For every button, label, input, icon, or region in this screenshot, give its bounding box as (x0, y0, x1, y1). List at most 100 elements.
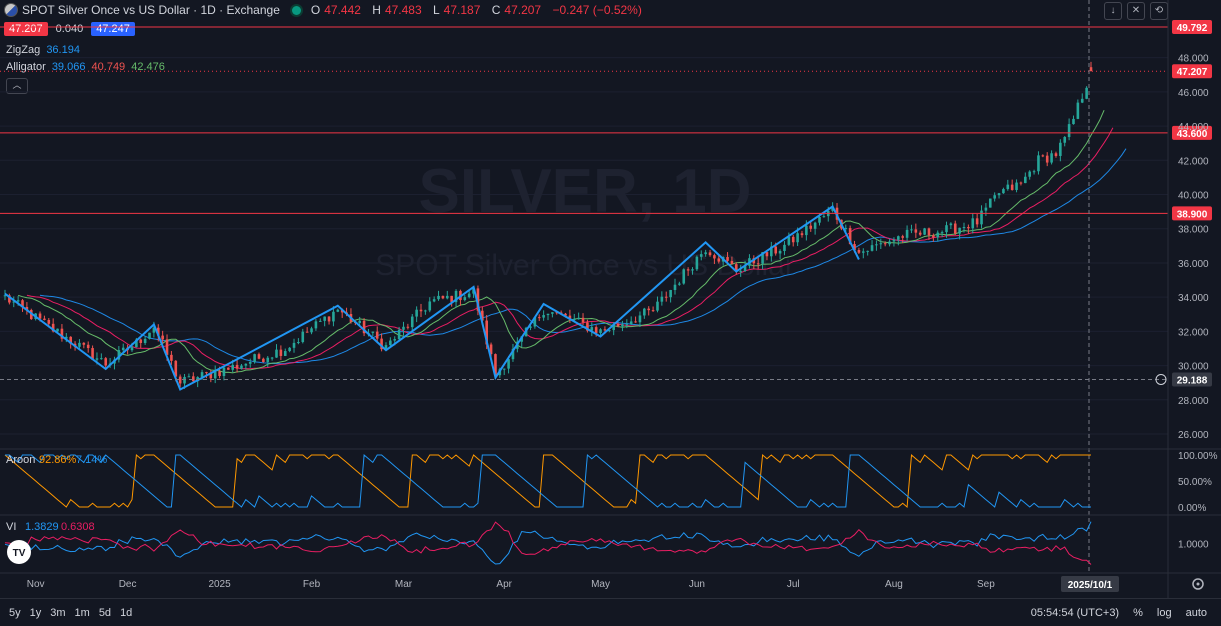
candle (257, 354, 261, 359)
auto-scale-toggle[interactable]: auto (1185, 606, 1207, 619)
symbol-flag-icon (4, 3, 18, 17)
candle (901, 236, 905, 238)
low-label: L (432, 3, 440, 17)
candle (577, 317, 580, 320)
range-1y-button[interactable]: 1y (29, 606, 42, 619)
close-value: 47.207 (504, 3, 542, 17)
vi-name[interactable]: VI (6, 521, 16, 533)
candle (472, 288, 475, 294)
aroon-down-line (5, 453, 1091, 508)
candle (380, 338, 383, 350)
candle (695, 256, 699, 270)
candle (253, 354, 256, 363)
candle (187, 376, 191, 378)
high-label: H (372, 3, 381, 17)
alligator-lips-value: 42.476 (131, 61, 165, 73)
candle (664, 296, 668, 298)
candle (686, 269, 690, 271)
candle (634, 321, 637, 323)
candle (971, 218, 975, 229)
candle (669, 290, 672, 298)
candle (489, 344, 493, 355)
symbol-title[interactable]: SPOT Silver Once vs US Dollar · 1D · Exc… (22, 3, 280, 17)
candle (918, 232, 922, 235)
candle (568, 315, 572, 320)
alligator-legend[interactable]: Alligator 39.066 40.749 42.476 (6, 61, 165, 73)
collapse-legend-button[interactable]: ︿ (6, 78, 28, 94)
y-axis-tick-label: 34.000 (1178, 293, 1209, 304)
candle (310, 328, 313, 333)
range-1m-button[interactable]: 1m (74, 606, 90, 619)
y-axis-tick-label: 36.000 (1178, 259, 1209, 270)
aroon-name[interactable]: Aroon (6, 454, 35, 466)
open-label: O (310, 3, 321, 17)
price-chart[interactable]: SILVER, 1D SPOT Silver Once vs US Dollar… (0, 0, 1221, 598)
range-1d-button[interactable]: 1d (120, 606, 133, 619)
clock-time[interactable]: 05:54:54 (UTC+3) (1030, 606, 1120, 619)
y-axis-tick-label: 32.000 (1178, 327, 1209, 338)
y-axis-tick-label: 28.000 (1178, 396, 1209, 407)
y-axis-tick-label: 48.000 (1178, 54, 1209, 65)
candle (1085, 87, 1088, 99)
candle (988, 198, 992, 208)
candle (218, 371, 221, 377)
candle (870, 245, 874, 251)
candle (292, 342, 296, 348)
candle (65, 336, 68, 339)
candle (8, 295, 11, 303)
candle (656, 301, 659, 311)
alligator-teeth-line (26, 127, 1114, 370)
vi-plus-line (4, 521, 1092, 565)
candle (445, 295, 449, 299)
x-axis-tick-label: Feb (303, 579, 321, 590)
candle (778, 251, 782, 254)
range-3m-button[interactable]: 3m (50, 606, 66, 619)
candle (428, 301, 432, 311)
candle (397, 329, 401, 340)
range-5d-button[interactable]: 5d (98, 606, 112, 619)
percent-scale-toggle[interactable]: % (1133, 606, 1143, 619)
candle (100, 358, 103, 360)
zigzag-legend[interactable]: ZigZag 36.194 (6, 44, 80, 56)
candle (638, 315, 642, 323)
candle (130, 347, 134, 351)
candle (406, 326, 410, 328)
candle (713, 255, 716, 259)
chart-header: SPOT Silver Once vs US Dollar · 1D · Exc… (4, 2, 646, 18)
alligator-lips-line (17, 109, 1105, 374)
range-5y-button[interactable]: 5y (9, 606, 21, 619)
log-scale-toggle[interactable]: log (1156, 606, 1172, 619)
candle (104, 358, 108, 366)
gear-icon[interactable] (1192, 578, 1204, 590)
y-axis-tick-label: 38.000 (1178, 225, 1209, 236)
candle (533, 317, 537, 327)
price-box: 47.207 0.040 47.247 (4, 22, 135, 36)
tradingview-logo[interactable]: TV (7, 540, 31, 564)
candle (993, 195, 996, 199)
sell-price-button[interactable]: 47.207 (4, 22, 48, 36)
arrow-down-icon[interactable]: ↓ (1104, 2, 1122, 20)
aroon-axis-label: 0.00% (1178, 503, 1206, 514)
candle (603, 329, 607, 331)
candle (905, 229, 909, 238)
candle (16, 300, 20, 302)
candle (244, 363, 248, 366)
candle (481, 310, 484, 321)
cross-cursor-icon[interactable]: ✕ (1127, 2, 1145, 20)
candle (332, 311, 335, 322)
candle (78, 342, 81, 347)
buy-price-button[interactable]: 47.247 (91, 22, 135, 36)
candle (183, 376, 186, 384)
candle (297, 342, 300, 344)
candle (1059, 142, 1062, 156)
candle (980, 210, 983, 225)
candle (625, 324, 629, 326)
candle (1006, 184, 1010, 190)
candle (699, 254, 703, 257)
add-alert-icon (1155, 373, 1167, 385)
candle (476, 288, 480, 311)
y-axis-tick-label: 46.000 (1178, 88, 1209, 99)
candle (419, 309, 423, 312)
candle (590, 327, 594, 331)
candle (1019, 182, 1023, 184)
